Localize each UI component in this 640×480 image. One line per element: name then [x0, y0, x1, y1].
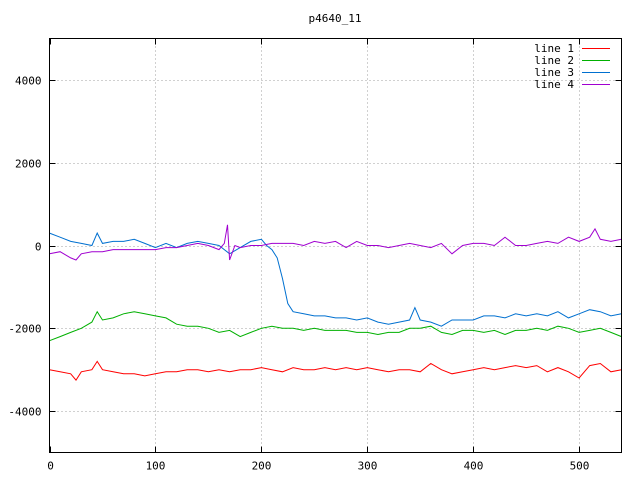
axis-ticks: 0 100 200 300 400 500 -4000 -2000 0 2000 4000	[8, 38, 622, 473]
series-line-2	[49, 310, 622, 342]
y-tick-label: -2000	[8, 323, 41, 336]
x-tick-label: 400	[464, 460, 484, 473]
legend-label-4: line 4	[534, 78, 574, 91]
legend-label-2: line 2	[534, 54, 574, 67]
chart-title: p4640_11	[309, 12, 362, 25]
legend-label-3: line 3	[534, 66, 574, 79]
series-line-1	[49, 360, 622, 381]
series-group	[49, 224, 622, 381]
x-tick-label: 100	[146, 460, 166, 473]
y-tick-label: 2000	[15, 158, 42, 171]
x-tick-label: 500	[570, 460, 590, 473]
series-line-3	[49, 231, 622, 327]
plot-frame	[49, 38, 622, 453]
y-tick-label: 0	[35, 241, 42, 254]
x-tick-label: 0	[47, 460, 54, 473]
x-tick-label: 300	[358, 460, 378, 473]
grid	[49, 38, 622, 453]
x-tick-label: 200	[252, 460, 272, 473]
series-line-4	[49, 224, 622, 261]
y-tick-label: 4000	[15, 75, 42, 88]
y-tick-label: -4000	[8, 406, 41, 419]
legend-label-1: line 1	[534, 42, 574, 55]
